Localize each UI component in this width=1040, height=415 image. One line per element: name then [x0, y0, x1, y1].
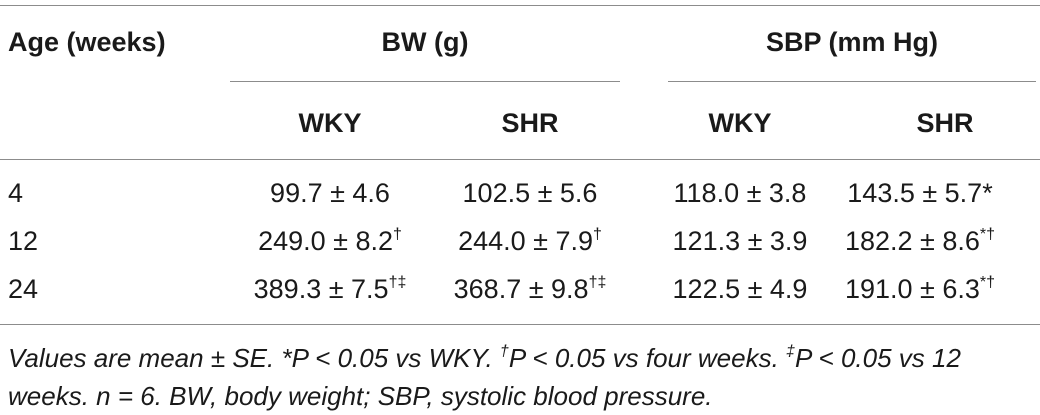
header-sbp-wky: WKY	[708, 108, 772, 138]
sbp-shr-cell: 143.5 ± 5.7*	[847, 178, 993, 208]
bw-shr-cell: 368.7 ± 9.8†‡	[453, 274, 607, 304]
sbp-group-rule	[668, 81, 1036, 82]
header-bw-wky: WKY	[298, 108, 362, 138]
header-age: Age (weeks)	[8, 27, 166, 57]
sbp-wky-cell: 122.5 ± 4.9	[672, 274, 808, 304]
bw-group-rule	[230, 81, 620, 82]
sbp-wky-cell: 121.3 ± 3.9	[672, 226, 808, 256]
sbp-shr-cell: 191.0 ± 6.3*†	[844, 274, 996, 304]
header-bw-group: BW (g)	[381, 27, 469, 57]
header-bw-shr: SHR	[501, 108, 559, 138]
row-age: 12	[8, 226, 39, 256]
header-sbp-shr: SHR	[916, 108, 974, 138]
bw-shr-cell: 244.0 ± 7.9†	[458, 226, 602, 256]
row-age: 4	[8, 178, 24, 208]
bw-wky-cell: 99.7 ± 4.6	[270, 178, 390, 208]
sbp-shr-cell: 182.2 ± 8.6*†	[844, 226, 996, 256]
top-rule	[0, 5, 1040, 6]
header-sbp-group: SBP (mm Hg)	[765, 27, 939, 57]
row-age: 24	[8, 274, 39, 304]
header-rule	[0, 159, 1040, 160]
table-footnote: Values are mean ± SE. *P < 0.05 vs WKY. …	[8, 343, 961, 411]
bw-shr-cell: 102.5 ± 5.6	[462, 178, 598, 208]
bottom-rule	[0, 324, 1040, 325]
sbp-wky-cell: 118.0 ± 3.8	[673, 178, 807, 208]
bw-wky-cell: 389.3 ± 7.5†‡	[253, 274, 407, 304]
bw-wky-cell: 249.0 ± 8.2†	[258, 226, 402, 256]
